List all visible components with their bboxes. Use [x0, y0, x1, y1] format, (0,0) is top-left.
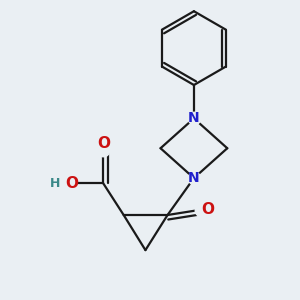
Text: O: O	[97, 136, 110, 151]
Text: H: H	[50, 177, 60, 190]
Text: O: O	[65, 176, 78, 191]
Text: O: O	[201, 202, 214, 217]
Text: N: N	[188, 111, 200, 125]
Text: N: N	[188, 171, 200, 185]
